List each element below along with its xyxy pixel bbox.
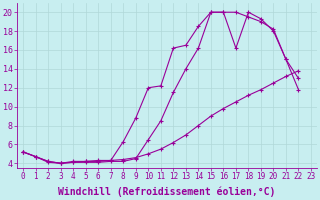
X-axis label: Windchill (Refroidissement éolien,°C): Windchill (Refroidissement éolien,°C) [58, 187, 276, 197]
